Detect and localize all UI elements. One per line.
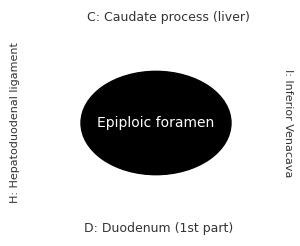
Text: D: Duodenum (1st part): D: Duodenum (1st part) <box>84 222 234 235</box>
Text: C: Caudate process (liver): C: Caudate process (liver) <box>87 11 249 24</box>
Text: I: Inferior Venacava: I: Inferior Venacava <box>283 69 293 177</box>
Text: H: Hepatoduodenal ligament: H: Hepatoduodenal ligament <box>10 43 20 203</box>
Text: Epiploic foramen: Epiploic foramen <box>98 116 214 130</box>
Ellipse shape <box>81 71 231 175</box>
